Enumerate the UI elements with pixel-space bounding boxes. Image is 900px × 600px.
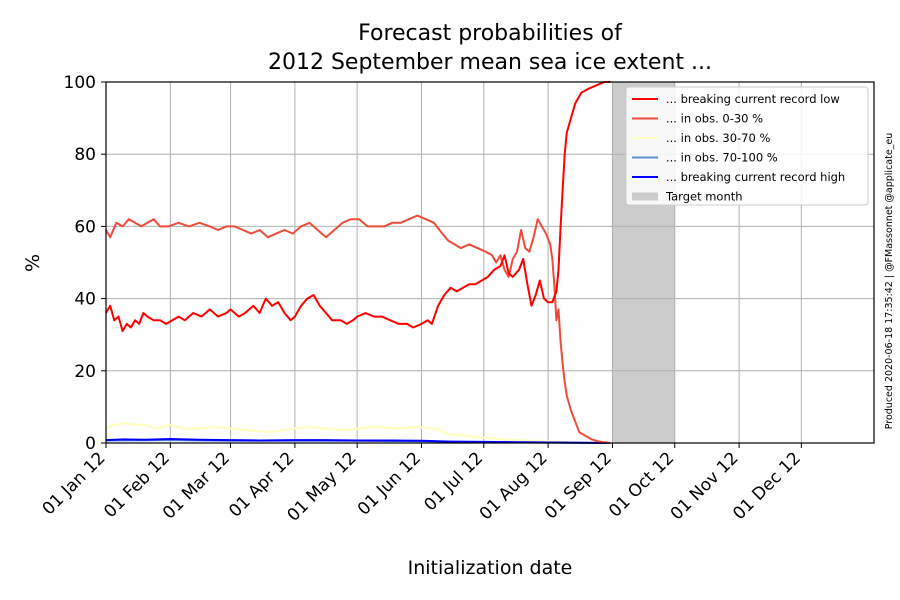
- y-axis-label: %: [22, 254, 44, 272]
- legend: ... breaking current record low ... in ob…: [625, 86, 869, 206]
- y-tick-label: 100: [64, 73, 96, 93]
- legend-label: ... in obs. 70-100 %: [666, 151, 778, 165]
- legend-label: Target month: [665, 190, 743, 204]
- y-axis-ticks: 0 20 40 60 80 100: [64, 73, 106, 454]
- x-axis-label: Initialization date: [408, 557, 573, 579]
- y-tick-label: 20: [74, 362, 96, 382]
- plot-frame: [105, 81, 875, 444]
- legend-label: ... breaking current record high: [666, 170, 845, 184]
- y-tick-label: 80: [74, 145, 96, 165]
- footer-note: Produced 2020-06-18 17:35:42 | @FMassonn…: [884, 133, 895, 430]
- y-tick-label: 60: [74, 217, 96, 237]
- legend-label: ... breaking current record low: [666, 92, 840, 106]
- legend-swatch: [632, 192, 658, 201]
- series-line-5: [105, 438, 611, 444]
- y-tick-label: 40: [74, 290, 96, 310]
- legend-label: ... in obs. 30-70 %: [666, 131, 770, 145]
- chart-title-line-2: 2012 September mean sea ice extent ...: [268, 50, 712, 75]
- series-line-2: [105, 214, 611, 444]
- chart-title-line-1: Forecast probabilities of: [358, 21, 623, 46]
- y-tick-label: 0: [85, 434, 96, 454]
- legend-box: [625, 86, 869, 206]
- series-line-1: [105, 81, 611, 333]
- series-line-3: [105, 422, 611, 445]
- legend-label: ... in obs. 0-30 %: [666, 112, 763, 126]
